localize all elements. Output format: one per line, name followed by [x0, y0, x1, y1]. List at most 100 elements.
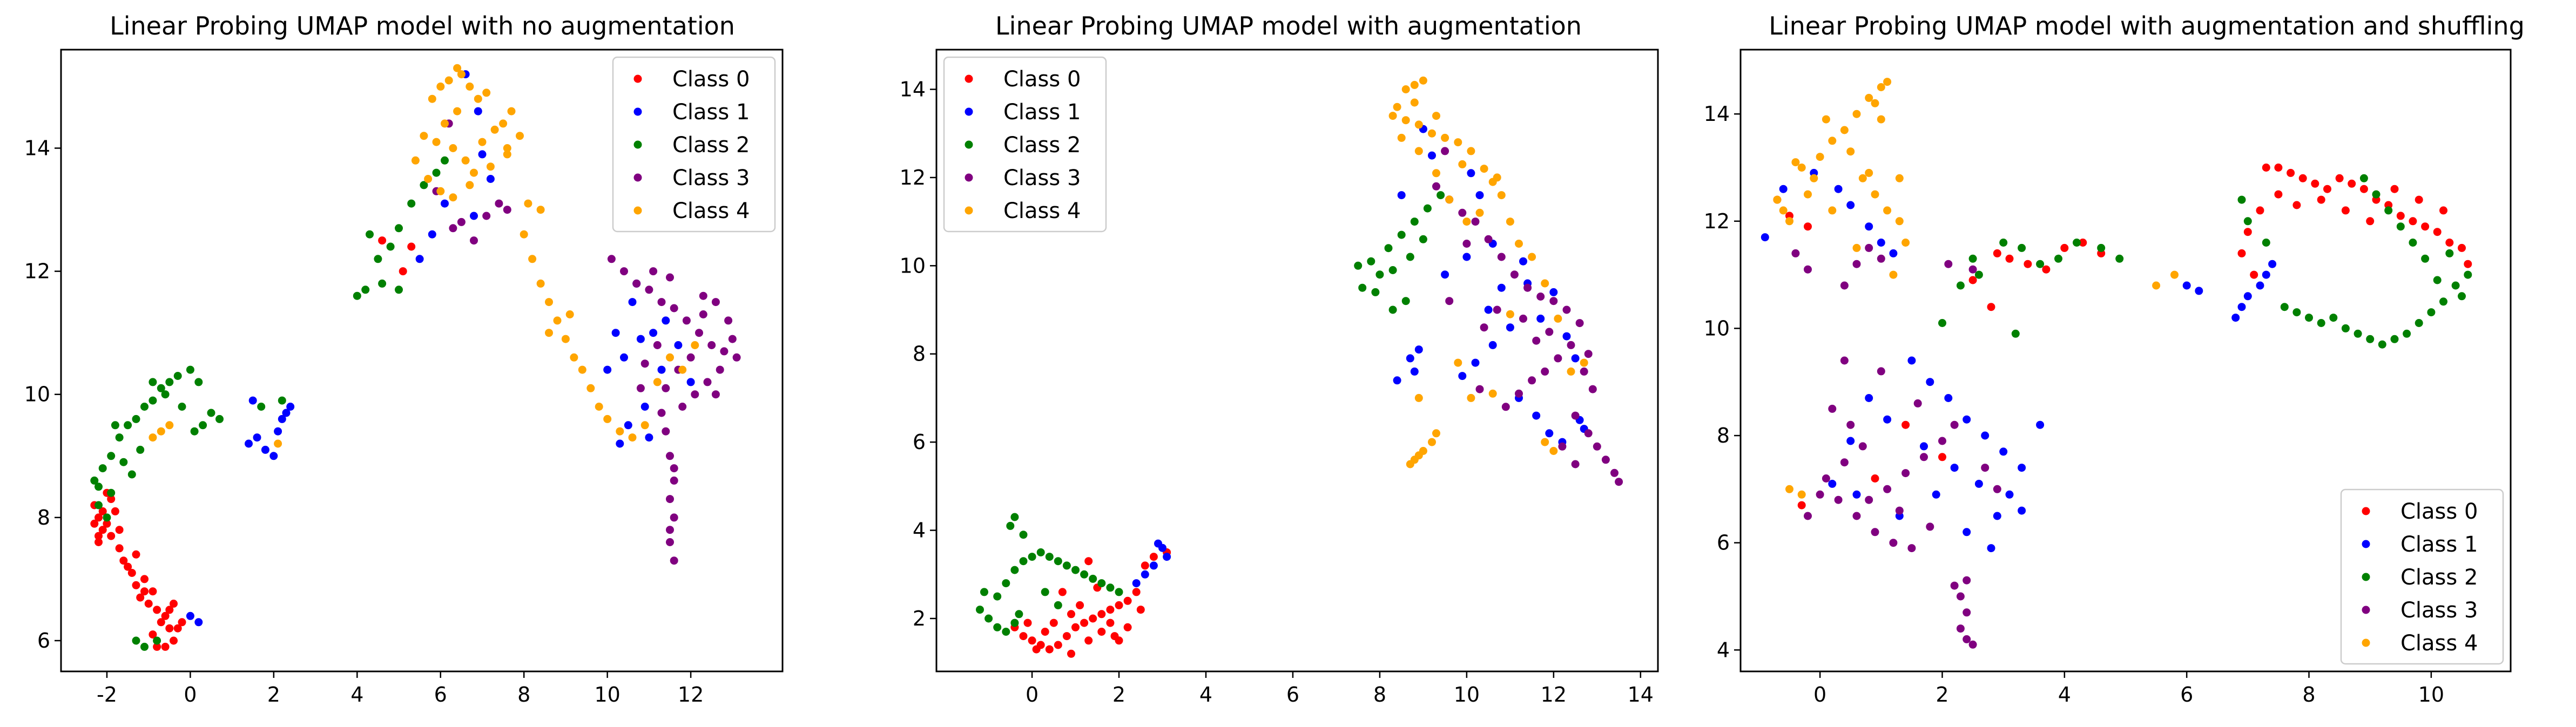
data-point-class-2 — [993, 623, 1001, 631]
data-point-class-4 — [562, 335, 570, 343]
data-point-class-0 — [132, 581, 140, 589]
data-point-class-1 — [603, 366, 611, 374]
data-point-class-2 — [2305, 314, 2313, 322]
data-point-class-0 — [2409, 217, 2417, 225]
data-point-class-0 — [1067, 610, 1075, 618]
data-point-class-3 — [1963, 576, 1971, 585]
data-point-class-4 — [1853, 244, 1861, 252]
data-point-class-3 — [495, 200, 503, 208]
data-point-class-1 — [1132, 579, 1141, 587]
data-point-class-2 — [1969, 255, 1977, 263]
data-point-class-4 — [537, 206, 545, 214]
data-point-class-3 — [649, 267, 657, 275]
data-point-class-2 — [1006, 522, 1014, 530]
data-point-class-4 — [1889, 271, 1897, 279]
data-point-class-1 — [1987, 544, 1995, 552]
legend-label: Class 2 — [2400, 565, 2478, 590]
data-point-class-2 — [374, 255, 382, 263]
data-point-class-1 — [624, 421, 632, 429]
data-point-class-4 — [466, 181, 474, 189]
data-point-class-4 — [503, 144, 511, 152]
data-point-class-4 — [1462, 218, 1471, 226]
x-tick-label: 0 — [1026, 683, 1039, 706]
data-point-class-2 — [1424, 205, 1432, 213]
data-point-class-4 — [578, 366, 586, 374]
data-point-class-4 — [1402, 116, 1410, 124]
data-point-class-2 — [99, 464, 107, 472]
data-point-class-1 — [1441, 270, 1449, 278]
data-point-class-3 — [449, 224, 457, 232]
data-point-class-1 — [2036, 421, 2044, 429]
data-point-class-2 — [2238, 196, 2246, 204]
data-point-class-4 — [1871, 191, 1879, 199]
data-point-class-4 — [1493, 173, 1501, 181]
data-point-class-2 — [2018, 244, 2026, 252]
data-point-class-2 — [1406, 253, 1414, 261]
x-tick-label: 10 — [1454, 683, 1480, 706]
data-point-class-4 — [1541, 280, 1549, 288]
data-point-class-4 — [1415, 120, 1423, 128]
data-point-class-4 — [1773, 196, 1781, 204]
data-point-class-1 — [428, 230, 436, 239]
data-point-class-3 — [729, 335, 737, 343]
data-point-class-4 — [466, 83, 474, 91]
data-point-class-3 — [1835, 496, 1843, 504]
data-point-class-3 — [1558, 443, 1566, 451]
data-point-class-2 — [128, 471, 136, 479]
data-point-class-3 — [1938, 437, 1946, 445]
data-point-class-3 — [1572, 412, 1580, 420]
legend-marker — [965, 141, 973, 149]
data-point-class-2 — [1437, 191, 1445, 199]
data-point-class-0 — [107, 532, 115, 540]
data-point-class-1 — [1846, 437, 1855, 445]
data-point-class-2 — [1002, 579, 1010, 587]
data-point-class-1 — [1865, 222, 1873, 230]
data-point-class-0 — [149, 587, 157, 595]
data-point-class-1 — [1163, 553, 1171, 561]
data-point-class-1 — [1877, 239, 1885, 247]
data-point-class-4 — [508, 107, 516, 115]
x-tick-label: 10 — [2418, 683, 2444, 706]
data-point-class-2 — [132, 637, 140, 645]
data-point-class-1 — [478, 150, 487, 158]
data-point-class-3 — [1871, 528, 1879, 536]
x-tick-label: 6 — [2180, 683, 2193, 706]
data-point-class-4 — [1798, 491, 1806, 499]
legend-marker — [2362, 540, 2370, 548]
data-point-class-2 — [132, 415, 140, 423]
data-point-class-2 — [140, 403, 149, 411]
data-point-class-4 — [1476, 209, 1484, 217]
data-point-class-3 — [1951, 421, 1959, 429]
legend-label: Class 3 — [1003, 166, 1081, 191]
y-tick-label: 4 — [1717, 638, 1730, 662]
y-tick-label: 14 — [900, 78, 926, 101]
legend-marker — [2362, 507, 2370, 515]
y-tick-label: 10 — [24, 383, 50, 406]
data-point-class-4 — [1896, 217, 1904, 225]
data-point-class-1 — [1865, 394, 1873, 402]
data-point-class-4 — [528, 255, 536, 263]
data-point-class-3 — [712, 298, 720, 306]
data-point-class-3 — [658, 298, 666, 306]
data-point-class-1 — [2231, 314, 2240, 322]
data-point-class-4 — [1883, 78, 1891, 86]
data-point-class-2 — [1115, 588, 1123, 596]
data-point-class-2 — [1010, 513, 1019, 521]
data-point-class-2 — [2054, 255, 2062, 263]
data-point-class-2 — [1010, 619, 1019, 627]
data-point-class-1 — [416, 255, 424, 263]
data-point-class-1 — [1532, 412, 1540, 420]
data-point-class-4 — [1467, 147, 1475, 155]
data-point-class-1 — [1406, 354, 1414, 362]
data-point-class-3 — [1901, 469, 1910, 477]
data-point-class-2 — [2244, 217, 2252, 225]
data-point-class-3 — [503, 206, 511, 214]
data-point-class-1 — [1975, 480, 1983, 488]
data-point-class-0 — [2439, 206, 2447, 214]
data-point-class-0 — [1115, 601, 1123, 609]
data-point-class-2 — [361, 286, 369, 294]
data-point-class-4 — [1398, 134, 1406, 142]
data-point-class-4 — [449, 193, 457, 201]
data-point-class-3 — [1889, 539, 1897, 547]
data-point-class-2 — [1020, 531, 1028, 539]
